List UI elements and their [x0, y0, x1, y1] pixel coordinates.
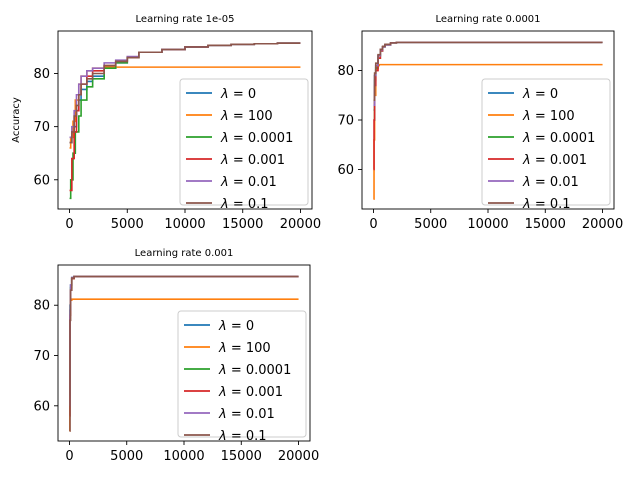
y-tick-label: 80: [33, 67, 50, 82]
legend-entry-label: λ = 0.001: [522, 153, 587, 168]
y-axis-label: Accuracy: [11, 97, 22, 143]
y-tick-label: 80: [33, 299, 50, 314]
legend-box: [481, 78, 611, 206]
series-line--0.1: [373, 41, 603, 102]
y-tick-label: 60: [33, 399, 50, 414]
x-tick-label: 20000: [582, 217, 623, 232]
series-lines: [373, 41, 603, 200]
subplot-title: Learning rate 1e-05: [136, 14, 235, 25]
x-tick-label: 5000: [110, 449, 143, 464]
y-tick-label: 70: [33, 120, 50, 135]
legend-entry-label: λ = 0.01: [522, 175, 579, 190]
legend-entry-label: λ = 0: [218, 319, 254, 334]
legend-entry-label: λ = 0.1: [522, 197, 571, 212]
x-tick-label: 5000: [111, 217, 144, 232]
legend-entry-label: λ = 0.0001: [522, 131, 595, 146]
legend-box: [179, 78, 309, 206]
legend-box: [177, 310, 307, 438]
subplot-title: Learning rate 0.001: [135, 248, 234, 259]
y-tick-label: 80: [337, 64, 354, 79]
legend-entry-label: λ = 0.1: [218, 429, 267, 444]
legend-entry-label: λ = 100: [522, 109, 575, 124]
x-tick-label: 0: [65, 449, 73, 464]
legend-entry-label: λ = 0.01: [220, 175, 277, 190]
legend-entry-label: λ = 0.1: [220, 197, 269, 212]
legend-entry-label: λ = 100: [218, 341, 271, 356]
legend-entry-label: λ = 0.0001: [218, 363, 291, 378]
legend-entry-label: λ = 0: [522, 87, 558, 102]
x-tick-label: 20000: [280, 217, 321, 232]
series-lines: [69, 275, 299, 432]
x-tick-label: 15000: [221, 449, 262, 464]
subplot-learning-rate-0.001: Learning rate 0.001 0 5000 10000 15000 20000…: [33, 248, 319, 464]
subplot-title: Learning rate 0.0001: [435, 14, 540, 25]
x-tick-label: 5000: [414, 217, 447, 232]
legend-entry-label: λ = 0.01: [218, 407, 275, 422]
series-lines: [69, 42, 301, 200]
subplot-learning-rate-0.0001: Learning rate 0.0001 0 5000 10000 15000 2000…: [337, 14, 623, 232]
x-tick-label: 10000: [164, 217, 205, 232]
legend-entry-label: λ = 100: [220, 109, 273, 124]
x-tick-label: 0: [65, 217, 73, 232]
y-tick-label: 60: [337, 163, 354, 178]
x-tick-label: 0: [369, 217, 377, 232]
x-tick-label: 20000: [278, 449, 319, 464]
x-tick-label: 15000: [525, 217, 566, 232]
legend: λ = 0 λ = 100 λ = 0.0001 λ = 0.001 λ = 0.01 λ…: [481, 78, 611, 212]
legend: λ = 0 λ = 100 λ = 0.0001 λ = 0.001 λ = 0.01 λ…: [179, 78, 309, 212]
subplot-learning-rate-1e-05: Learning rate 1e-05 Accuracy 0 5000 10000 1…: [11, 14, 321, 232]
legend-entry-label: λ = 0.001: [220, 153, 285, 168]
series-line--0.1: [69, 42, 301, 144]
legend: λ = 0 λ = 100 λ = 0.0001 λ = 0.001 λ = 0.01 λ…: [177, 310, 307, 444]
legend-entry-label: λ = 0.001: [218, 385, 283, 400]
y-tick-label: 70: [337, 114, 354, 129]
y-tick-label: 60: [33, 173, 50, 188]
y-tick-label: 70: [33, 349, 50, 364]
series-line--0.1: [69, 275, 299, 432]
x-tick-label: 15000: [222, 217, 263, 232]
x-tick-label: 10000: [467, 217, 508, 232]
legend-entry-label: λ = 0.0001: [220, 131, 293, 146]
x-tick-label: 10000: [163, 449, 204, 464]
legend-entry-label: λ = 0: [220, 87, 256, 102]
